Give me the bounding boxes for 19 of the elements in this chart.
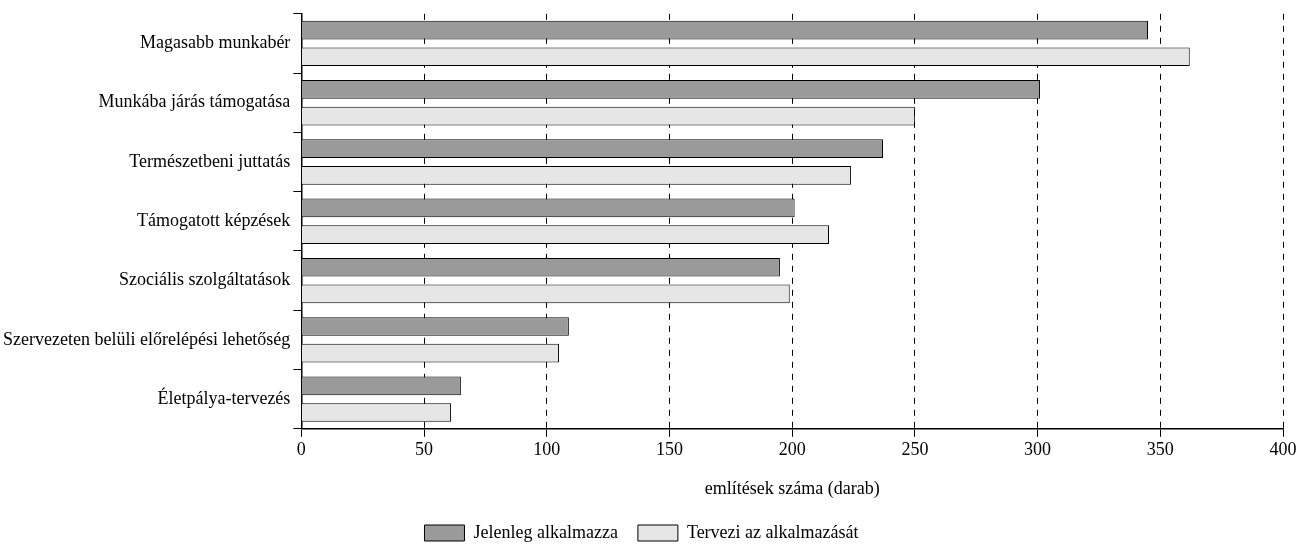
y-tick-label: Természetbeni juttatás xyxy=(129,150,291,171)
x-tick-label: 50 xyxy=(415,439,434,460)
x-tick-label: 300 xyxy=(1024,439,1052,460)
legend-label: Jelenleg alkalmazza xyxy=(473,521,618,542)
x-axis-title: említések száma (darab) xyxy=(704,477,880,499)
y-tick-label: Magasabb munkabér xyxy=(139,32,291,53)
x-tick-label: 200 xyxy=(778,439,806,460)
x-tick-label: 0 xyxy=(296,439,306,460)
y-tick-label: Szociális szolgáltatások xyxy=(118,269,291,290)
x-tick-label: 100 xyxy=(533,439,561,460)
y-tick-label: Életpálya-tervezés xyxy=(157,386,291,408)
legend-label: Tervezi az alkalmazását xyxy=(686,521,859,542)
y-tick-label: Támogatott képzések xyxy=(136,210,291,231)
y-tick-label: Munkába járás támogatása xyxy=(98,91,291,112)
y-tick-label: Szervezeten belüli előrelépési lehetőség xyxy=(2,328,291,349)
x-tick-label: 350 xyxy=(1146,439,1174,460)
x-tick-label: 400 xyxy=(1269,439,1297,460)
x-tick-label: 150 xyxy=(655,439,683,460)
x-tick-label: 250 xyxy=(901,439,929,460)
